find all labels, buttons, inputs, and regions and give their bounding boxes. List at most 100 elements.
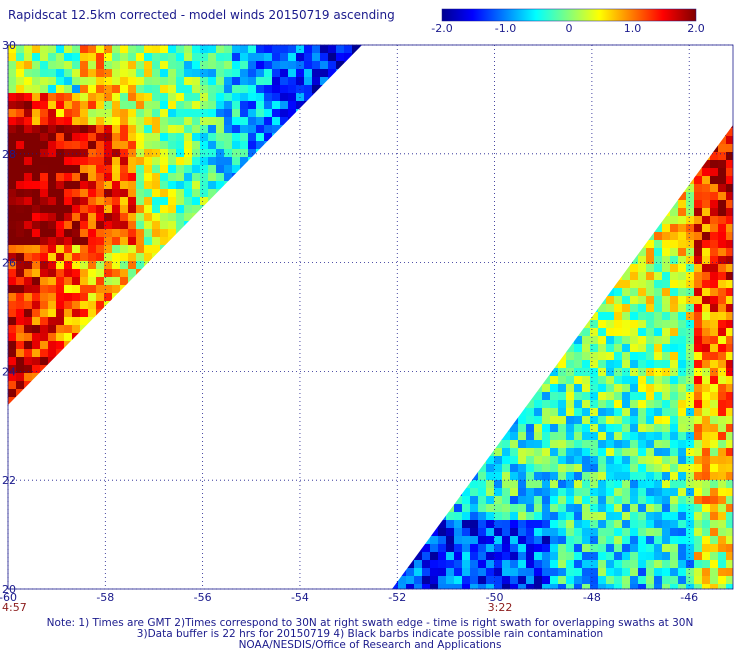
wind-cell <box>726 288 733 296</box>
wind-cell <box>136 165 144 173</box>
wind-cell <box>344 189 352 197</box>
wind-cell <box>598 352 606 360</box>
wind-cell <box>128 277 136 285</box>
wind-cell <box>168 317 176 325</box>
wind-cell <box>336 149 344 157</box>
wind-cell <box>590 280 598 288</box>
wind-cell <box>582 568 590 576</box>
wind-cell <box>120 77 128 85</box>
wind-cell <box>200 93 208 101</box>
wind-cell <box>320 405 328 413</box>
wind-cell <box>184 165 192 173</box>
wind-cell <box>120 45 128 53</box>
wind-cell <box>176 301 184 309</box>
wind-cell <box>184 237 192 245</box>
wind-cell <box>526 496 534 504</box>
wind-cell <box>360 213 362 221</box>
wind-cell <box>272 93 280 101</box>
wind-cell <box>686 416 694 424</box>
wind-cell <box>398 536 406 544</box>
wind-cell <box>622 400 630 408</box>
wind-cell <box>518 264 526 272</box>
wind-cell <box>392 480 398 488</box>
wind-cell <box>566 288 574 296</box>
wind-cell <box>718 272 726 280</box>
wind-cell <box>360 277 362 285</box>
wind-cell <box>144 205 152 213</box>
wind-cell <box>200 389 208 397</box>
wind-cell <box>630 456 638 464</box>
wind-cell <box>422 528 430 536</box>
wind-cell <box>256 213 264 221</box>
wind-cell <box>32 381 40 389</box>
wind-cell <box>248 69 256 77</box>
wind-cell <box>518 216 526 224</box>
wind-cell <box>328 229 336 237</box>
wind-cell <box>598 216 606 224</box>
wind-cell <box>40 133 48 141</box>
wind-cell <box>566 280 574 288</box>
wind-cell <box>360 309 362 317</box>
wind-cell <box>614 448 622 456</box>
wind-cell <box>422 384 430 392</box>
wind-cell <box>622 392 630 400</box>
wind-cell <box>470 288 478 296</box>
wind-cell <box>462 288 470 296</box>
wind-cell <box>406 208 414 216</box>
wind-cell <box>694 344 702 352</box>
wind-cell <box>702 184 710 192</box>
wind-cell <box>686 232 694 240</box>
wind-cell <box>336 349 344 357</box>
wind-cell <box>542 528 550 536</box>
wind-cell <box>662 224 670 232</box>
wind-cell <box>606 392 614 400</box>
wind-cell <box>406 192 414 200</box>
wind-cell <box>582 320 590 328</box>
wind-cell <box>80 149 88 157</box>
wind-cell <box>344 125 352 133</box>
wind-cell <box>502 456 510 464</box>
wind-cell <box>502 512 510 520</box>
wind-cell <box>550 536 558 544</box>
wind-cell <box>638 520 646 528</box>
wind-cell <box>264 69 272 77</box>
wind-cell <box>8 109 16 117</box>
wind-cell <box>96 157 104 165</box>
note-line-3: NOAA/NESDIS/Office of Research and Appli… <box>238 639 502 651</box>
wind-cell <box>694 376 702 384</box>
wind-cell <box>718 264 726 272</box>
wind-cell <box>88 189 96 197</box>
wind-cell <box>422 544 430 552</box>
wind-cell <box>558 272 566 280</box>
wind-cell <box>526 136 534 144</box>
note-line-2: 3)Data buffer is 22 hrs for 20150719 4) … <box>136 628 604 640</box>
wind-cell <box>478 344 486 352</box>
wind-cell <box>598 344 606 352</box>
wind-cell <box>168 157 176 165</box>
wind-cell <box>392 536 398 544</box>
wind-cell <box>320 253 328 261</box>
wind-cell <box>176 213 184 221</box>
wind-cell <box>622 152 630 160</box>
wind-cell <box>360 229 362 237</box>
wind-cell <box>718 376 726 384</box>
wind-cell <box>344 269 352 277</box>
wind-cell <box>694 368 702 376</box>
wind-cell <box>430 232 438 240</box>
wind-cell <box>160 93 168 101</box>
wind-cell <box>272 173 280 181</box>
wind-cell <box>352 349 360 357</box>
wind-cell <box>272 229 280 237</box>
wind-cell <box>566 560 574 568</box>
wind-cell <box>518 208 526 216</box>
wind-cell <box>168 53 176 61</box>
wind-cell <box>446 328 454 336</box>
wind-cell <box>574 280 582 288</box>
wind-cell <box>160 253 168 261</box>
wind-cell <box>128 101 136 109</box>
wind-cell <box>264 397 272 405</box>
wind-cell <box>248 341 256 349</box>
wind-cell <box>264 125 272 133</box>
wind-cell <box>646 432 654 440</box>
wind-cell <box>104 149 112 157</box>
